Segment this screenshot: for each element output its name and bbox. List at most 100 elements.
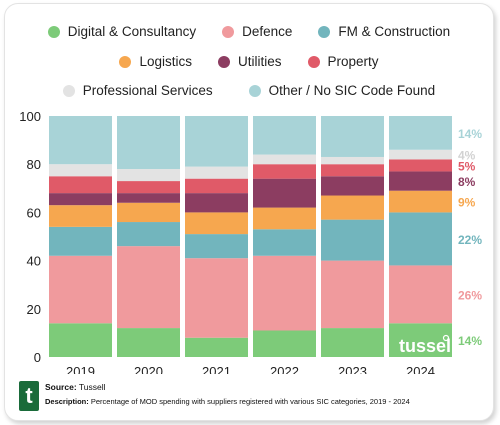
bar-segment (49, 323, 112, 357)
end-value-label: 22% (458, 233, 482, 247)
y-tick-label: 0 (34, 350, 41, 365)
legend-swatch-icon (222, 25, 235, 38)
bar-segment (49, 116, 112, 165)
legend-row-1: Digital & Consultancy Defence FM & Constru… (5, 24, 493, 39)
bar-segment (321, 195, 384, 220)
bar-segment (117, 202, 180, 223)
legend-item: Other / No SIC Code Found (248, 83, 435, 98)
description-value: Percentage of MOD spending with supplier… (90, 397, 410, 406)
legend-label: Digital & Consultancy (67, 24, 197, 39)
bar-segment (389, 323, 452, 357)
stacked-bar-chart: 0 20 40 60 80 100 2019 2020 2021 2022 2023 2024 14… (19, 109, 482, 374)
description-line: Description: Percentage of MOD spending … (45, 397, 410, 406)
y-tick-label: 60 (27, 205, 41, 220)
y-tick-label: 100 (19, 109, 41, 124)
legend-item: FM & Construction (318, 24, 450, 39)
bar-segment (185, 258, 248, 338)
bar-segment (321, 164, 384, 177)
tussell-logo-icon: t (19, 381, 39, 411)
bar-segment (185, 116, 248, 167)
legend-label: Professional Services (82, 83, 213, 98)
legend-item: Digital & Consultancy (47, 24, 197, 39)
bar-segment (253, 116, 316, 155)
bar-segment (185, 337, 248, 357)
footer: t Source: Tussell Description: Percentag… (19, 379, 489, 415)
bar-segment (253, 330, 316, 357)
bar-segment (117, 181, 180, 194)
x-axis: 2019 2020 2021 2022 2023 2024 (66, 364, 435, 374)
end-value-label: 5% (458, 159, 476, 173)
bar-segment (253, 229, 316, 256)
bar-segment (185, 178, 248, 194)
bar-segment (49, 193, 112, 206)
legend-label: Logistics (139, 54, 192, 69)
end-value-label: 26% (458, 288, 482, 302)
y-tick-label: 80 (27, 157, 41, 172)
bar-segment (389, 212, 452, 266)
y-tick-label: 20 (27, 302, 41, 317)
bar-segment (185, 212, 248, 235)
bar-segment (49, 226, 112, 256)
legend-swatch-icon (248, 84, 261, 97)
description-label: Description: (45, 397, 89, 406)
legend-swatch-icon (307, 55, 320, 68)
bar-segment (185, 193, 248, 213)
bar-segment (185, 234, 248, 259)
tussell-watermark: tussell (399, 334, 456, 356)
bar-segment (253, 255, 316, 331)
bar-segment (321, 156, 384, 165)
bar-segment (117, 328, 180, 357)
legend-item: Logistics (119, 54, 192, 69)
end-value-label: 8% (458, 175, 476, 189)
bar-segment (117, 246, 180, 329)
bar-segment (321, 219, 384, 261)
legend-swatch-icon (119, 55, 132, 68)
bars (49, 116, 452, 357)
watermark-text: tussell (399, 336, 456, 356)
bar-segment (117, 222, 180, 247)
bar-segment (321, 176, 384, 196)
source-label: Source: (45, 382, 77, 392)
legend-swatch-icon (62, 84, 75, 97)
bar-segment (389, 171, 452, 191)
legend-swatch-icon (47, 25, 60, 38)
bar-segment (253, 207, 316, 230)
bar-segment (117, 169, 180, 182)
end-value-label: 14% (458, 127, 482, 141)
end-labels: 14% 4%5% 8% 9% 22% 26% 14% (458, 127, 482, 348)
legend-label: FM & Construction (338, 24, 451, 39)
end-value-label: 14% (458, 334, 482, 348)
bar-segment (389, 265, 452, 324)
bar-segment (49, 176, 112, 194)
y-axis: 0 20 40 60 80 100 (19, 109, 41, 365)
bar-segment (49, 164, 112, 177)
legend-item: Defence (222, 24, 292, 39)
bar-segment (253, 164, 316, 179)
y-tick-label: 40 (27, 254, 41, 269)
x-tick-label: 2020 (134, 364, 163, 374)
bar-segment (321, 328, 384, 357)
bar-segment (389, 190, 452, 213)
bar-segment (321, 260, 384, 329)
legend-swatch-icon (318, 25, 331, 38)
watermark-circle-icon (442, 334, 450, 342)
source-value: Tussell (78, 382, 106, 392)
bar-segment (185, 166, 248, 179)
legend-item: Professional Services (62, 83, 213, 98)
bar-segment (253, 178, 316, 208)
bar-segment (389, 116, 452, 150)
legend-label: Property (327, 54, 379, 69)
x-tick-label: 2021 (202, 364, 231, 374)
legend-swatch-icon (217, 55, 230, 68)
legend-label: Defence (242, 24, 293, 39)
legend-item: Property (307, 54, 379, 69)
legend-row-3: Professional Services Other / No SIC Code… (5, 83, 493, 98)
bar-segment (389, 159, 452, 172)
legend-label: Utilities (237, 54, 282, 69)
chart-card: Digital & Consultancy Defence FM & Constru… (4, 3, 494, 421)
bar-segment (389, 149, 452, 160)
bar-segment (49, 205, 112, 227)
x-tick-label: 2019 (66, 364, 95, 374)
legend-item: Utilities (217, 54, 282, 69)
bar-segment (117, 193, 180, 203)
